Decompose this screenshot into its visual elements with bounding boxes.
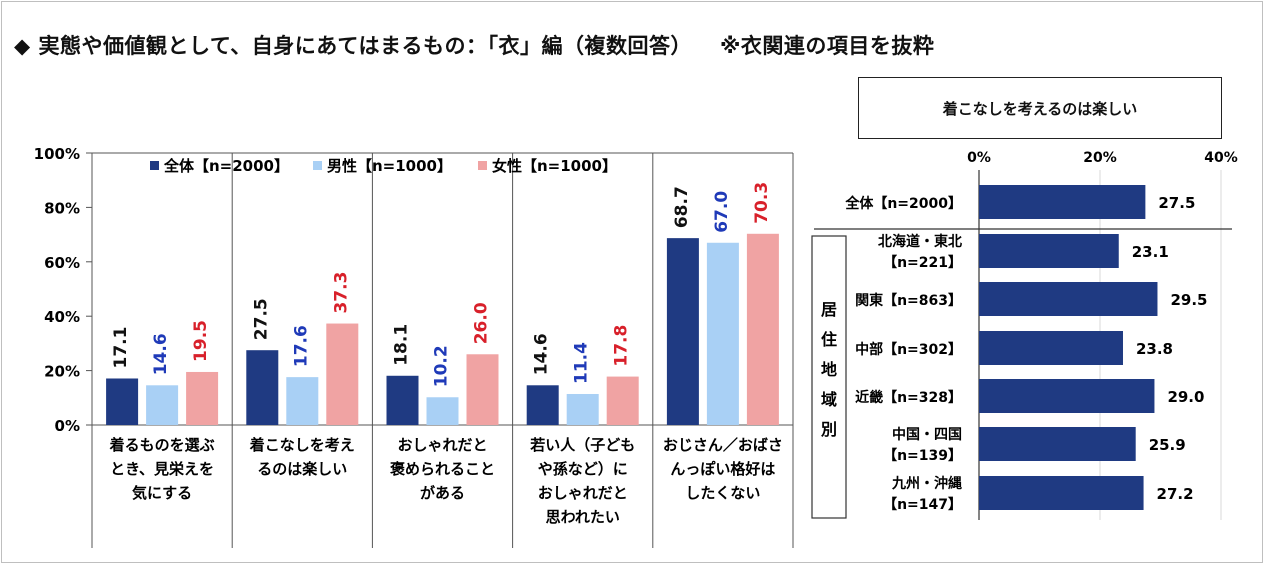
y-tick-label: 100% <box>34 145 80 163</box>
hbar-value-label: 27.2 <box>1157 485 1194 503</box>
hbar <box>979 234 1119 268</box>
hbar <box>979 476 1144 510</box>
category-label: 着こなしを考え <box>249 436 355 454</box>
title-main: ◆ 実態や価値観として、自身にあてはまるもの：「衣」編（複数回答） <box>14 34 692 58</box>
category-label: 褒められること <box>389 460 495 478</box>
data-label-0: 18.1 <box>392 324 412 366</box>
category-label: 着るものを選ぶ <box>109 436 215 454</box>
legend-swatch-1 <box>313 161 322 170</box>
group-label-char: 居 <box>821 300 837 319</box>
data-label-2: 17.8 <box>612 325 632 367</box>
x-tick-label: 40% <box>1204 150 1238 166</box>
hbar-value-label: 23.1 <box>1132 243 1169 261</box>
category-label: るのは楽しい <box>257 460 347 478</box>
row-category-label: 【n=221】 <box>883 255 962 271</box>
data-label-2: 19.5 <box>191 320 211 362</box>
x-tick-label: 0% <box>967 150 991 166</box>
row-category-label: 【n=139】 <box>883 448 962 464</box>
bar-0 <box>526 385 559 425</box>
bar-0 <box>246 350 279 425</box>
bar-2 <box>746 233 779 425</box>
bar-2 <box>606 376 639 425</box>
bar-0 <box>666 238 699 425</box>
bar-2 <box>466 354 499 425</box>
legend-label-2: 女性【n=1000】 <box>492 157 617 175</box>
data-label-1: 17.6 <box>291 325 311 367</box>
row-category-label: 【n=147】 <box>883 497 962 513</box>
x-tick-label: 20% <box>1083 150 1117 166</box>
right-chart-title: 着こなしを考えるのは楽しい <box>942 99 1138 118</box>
row-category-label: 関東【n=863】 <box>855 292 962 309</box>
hbar-value-label: 29.5 <box>1170 291 1207 309</box>
category-label: 若い人（子ども <box>529 436 635 454</box>
bar-0 <box>386 375 419 425</box>
hbar <box>979 427 1136 461</box>
hbar <box>979 379 1155 413</box>
row-category-label: 全体【n=2000】 <box>844 195 962 212</box>
data-label-0: 27.5 <box>251 298 271 340</box>
data-label-1: 14.6 <box>151 333 171 375</box>
data-label-2: 37.3 <box>331 272 351 314</box>
group-label-char: 別 <box>821 420 837 439</box>
data-label-1: 11.4 <box>572 342 592 384</box>
group-label-char: 地 <box>821 360 837 379</box>
data-label-0: 68.7 <box>672 186 692 228</box>
bar-2 <box>186 371 219 425</box>
category-label: がある <box>420 484 465 502</box>
category-label: とき、見栄えを <box>110 460 214 478</box>
bar-1 <box>426 397 459 425</box>
category-label: おしゃれだと <box>397 436 487 454</box>
row-category-label: 中部【n=302】 <box>855 341 962 358</box>
category-label: 気にする <box>132 484 192 502</box>
group-label-char: 域 <box>821 390 837 409</box>
category-label: 思われたい <box>546 508 620 526</box>
y-tick-label: 20% <box>44 363 80 381</box>
category-label: おしゃれだと <box>538 484 628 502</box>
data-label-0: 17.1 <box>111 327 131 369</box>
data-label-1: 10.2 <box>432 345 452 387</box>
legend-label-0: 全体【n=2000】 <box>163 157 289 175</box>
y-tick-label: 0% <box>55 417 80 435</box>
category-label: んっぽい格好は <box>670 460 775 478</box>
hbar-value-label: 27.5 <box>1158 194 1195 212</box>
legend-swatch-2 <box>478 161 487 170</box>
bar-0 <box>106 378 139 425</box>
hbar <box>979 185 1146 219</box>
hbar <box>979 331 1123 365</box>
legend-label-1: 男性【n=1000】 <box>327 157 452 175</box>
row-category-label: 北海道・東北 <box>878 233 962 250</box>
page-title: ◆ 実態や価値観として、自身にあてはまるもの：「衣」編（複数回答） ※衣関連の項目… <box>14 30 934 60</box>
bar-2 <box>326 323 359 425</box>
legend-swatch-0 <box>150 161 159 170</box>
group-label-box <box>811 235 847 519</box>
group-label-char: 住 <box>821 330 837 349</box>
data-label-1: 67.0 <box>712 191 732 233</box>
hbar-value-label: 29.0 <box>1167 388 1204 406</box>
category-label: や孫など）に <box>538 460 628 478</box>
bar-1 <box>566 393 599 425</box>
bar-1 <box>706 242 739 425</box>
category-label: したくない <box>685 484 760 502</box>
bar-1 <box>286 377 319 425</box>
hbar <box>979 282 1158 316</box>
y-tick-label: 60% <box>44 254 80 272</box>
data-label-2: 26.0 <box>472 302 492 344</box>
hbar-value-label: 23.8 <box>1136 340 1173 358</box>
right-chart-title-box: 着こなしを考えるのは楽しい <box>858 77 1222 139</box>
row-category-label: 九州・沖縄 <box>891 475 962 492</box>
data-label-2: 70.3 <box>752 182 772 224</box>
y-tick-label: 80% <box>44 199 80 217</box>
y-tick-label: 40% <box>44 308 80 326</box>
hbar-value-label: 25.9 <box>1149 436 1186 454</box>
category-label: おじさん／おばさ <box>663 436 783 454</box>
bar-1 <box>146 385 179 425</box>
row-category-label: 近畿【n=328】 <box>855 389 962 406</box>
row-category-label: 中国・四国 <box>892 426 962 443</box>
title-note: ※衣関連の項目を抜粋 <box>719 34 935 58</box>
grouped-bar-chart: 0% 20% 40% 60% 80% 100% 17.1 14.6 19.5 着るものを選ぶとき、… <box>34 145 794 548</box>
data-label-0: 14.6 <box>532 333 552 375</box>
